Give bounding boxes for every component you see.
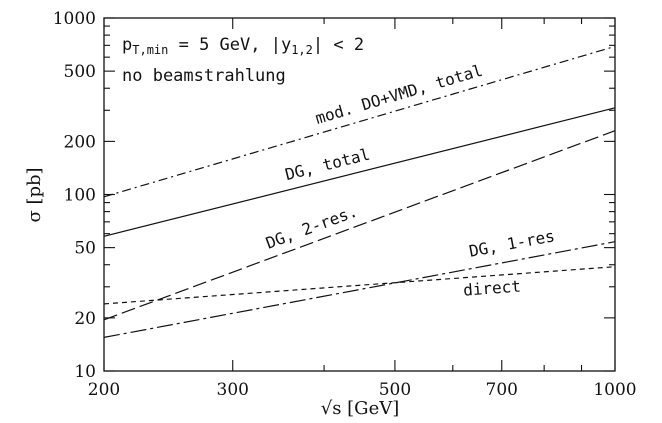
y-tick-label: 20 bbox=[74, 309, 96, 329]
y-tick-label: 10 bbox=[74, 362, 96, 382]
series-line-dg-2-res bbox=[103, 130, 616, 321]
series-label-direct: direct bbox=[462, 277, 521, 300]
x-tick-label: 1000 bbox=[593, 380, 636, 400]
y-axis-label: σ [pb] bbox=[24, 167, 45, 222]
x-tick-label: 200 bbox=[88, 380, 120, 400]
x-tick-label: 500 bbox=[379, 380, 411, 400]
y-tick-label: 50 bbox=[74, 239, 96, 259]
y-tick-label: 200 bbox=[64, 132, 96, 152]
y-tick-label: 1000 bbox=[53, 9, 96, 29]
y-tick-label: 100 bbox=[64, 186, 96, 206]
annotation-kinematic-cuts: pT,min = 5 GeV, |y1,2| < 2 bbox=[122, 35, 364, 57]
annotation-beamstrahlung: no beamstrahlung bbox=[122, 66, 286, 86]
x-axis-label: √s [GeV] bbox=[321, 398, 400, 419]
series-line-dg-1-res bbox=[103, 241, 616, 338]
series-label-dg-2-res: DG, 2-res. bbox=[263, 202, 360, 253]
series-line-mod-do-vmd-total bbox=[103, 45, 616, 198]
series-line-dg-total bbox=[103, 107, 616, 237]
series-label-mod-do-vmd-total: mod. DO+VMD, total bbox=[313, 61, 485, 128]
x-tick-label: 700 bbox=[486, 380, 518, 400]
x-tick-label: 300 bbox=[217, 380, 249, 400]
axis-ticks bbox=[103, 17, 616, 372]
series-lines bbox=[103, 45, 616, 338]
y-tick-label: 500 bbox=[64, 62, 96, 82]
series-line-direct bbox=[103, 266, 616, 305]
tick-labels: 10 20 50 100 200 500 1000 200 300 500 700 1000 bbox=[53, 9, 637, 400]
series-label-dg-total: DG, total bbox=[283, 145, 372, 185]
